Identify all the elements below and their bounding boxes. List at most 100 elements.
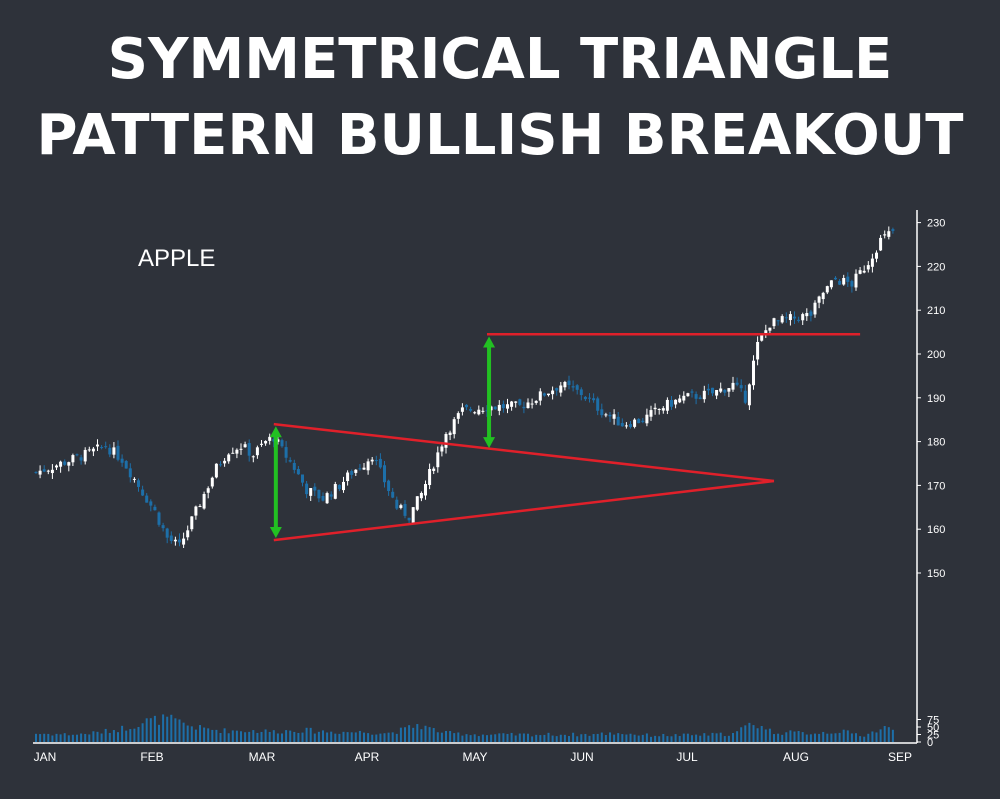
candle-body: [460, 407, 464, 412]
volume-bar: [285, 730, 288, 742]
candle: [825, 285, 829, 295]
candle: [354, 469, 358, 476]
volume-tick-label: 50: [927, 722, 939, 734]
volume-bar: [744, 725, 747, 742]
candle-body: [378, 458, 382, 468]
candle-body: [756, 341, 760, 360]
candle-body: [518, 399, 522, 405]
candle-body: [596, 398, 600, 411]
candle-body: [178, 539, 181, 543]
volume-bar: [227, 733, 230, 742]
volume-bar: [76, 734, 78, 742]
candle: [518, 398, 522, 407]
candle: [596, 396, 600, 416]
volume-bar: [658, 736, 661, 742]
candle: [682, 391, 686, 404]
volume-bar: [678, 736, 681, 742]
candle: [132, 477, 136, 483]
candle: [173, 536, 177, 546]
volume-tick-label: 0: [927, 737, 933, 749]
candle-body: [374, 460, 378, 462]
volume-bar: [514, 735, 517, 742]
volume-bar: [563, 734, 566, 742]
volume-bar: [473, 734, 476, 742]
lower-trendline: [273, 479, 775, 542]
candle: [506, 398, 509, 414]
candle-body: [448, 432, 452, 435]
candle: [38, 465, 42, 479]
volume-bar: [555, 736, 558, 742]
candle: [784, 312, 788, 323]
candle: [128, 463, 132, 483]
volume-tick-label: 25: [927, 730, 939, 742]
volume-bar: [71, 734, 74, 742]
candle: [391, 487, 395, 499]
candle: [649, 405, 653, 421]
volume-bar: [826, 733, 829, 742]
candle-body: [186, 530, 190, 538]
volume-bar: [436, 732, 439, 742]
volume-bar: [584, 733, 587, 742]
month-label: JUL: [676, 750, 698, 764]
candle: [206, 486, 210, 499]
volume-bar: [322, 730, 324, 742]
candle-body: [235, 449, 239, 454]
candle: [817, 295, 821, 309]
candle: [63, 459, 67, 466]
candle-body: [411, 507, 415, 523]
candle: [79, 454, 83, 465]
candle: [637, 418, 641, 424]
candle: [604, 412, 608, 418]
volume-bar: [543, 734, 546, 742]
candle: [399, 503, 403, 510]
volume-bar: [346, 732, 349, 742]
volume-bar: [842, 729, 845, 742]
candle-body: [866, 265, 870, 270]
candle: [715, 389, 719, 400]
volume-bar: [182, 722, 185, 742]
candle: [448, 430, 452, 441]
candle: [108, 444, 112, 458]
candle-body: [842, 277, 846, 285]
candle-body: [337, 484, 341, 490]
candle: [678, 394, 682, 404]
volume-bar: [773, 734, 775, 742]
candle: [231, 447, 235, 454]
candle-body: [690, 391, 694, 393]
volume-bar: [334, 733, 337, 742]
candle: [530, 398, 534, 409]
candle-body: [292, 462, 296, 470]
price-tick-label: 190: [927, 393, 945, 405]
height-arrow-1: [269, 426, 282, 538]
candle: [268, 433, 272, 445]
volume-bar: [112, 730, 115, 742]
candle: [731, 376, 735, 392]
candle-body: [469, 409, 473, 411]
candle-body: [542, 393, 546, 396]
volume-bar: [199, 725, 201, 742]
volume-bar: [141, 723, 144, 742]
volume-bar: [785, 732, 788, 742]
candle: [329, 491, 333, 500]
candle: [592, 393, 596, 403]
candle-body: [760, 335, 764, 341]
volume-bar: [576, 736, 579, 742]
volume-bar: [838, 732, 841, 742]
candle: [612, 409, 616, 425]
candle-body: [346, 472, 350, 482]
volume-bar: [121, 725, 124, 742]
candle-body: [313, 486, 317, 491]
volume-bar: [498, 733, 501, 742]
volume-bar: [170, 714, 173, 742]
volume-bar: [420, 729, 423, 742]
candle: [665, 397, 669, 415]
candle-body: [190, 516, 194, 530]
candle: [485, 405, 489, 417]
candle-body: [38, 470, 42, 475]
candle: [411, 507, 415, 525]
candle: [850, 279, 854, 293]
candle: [870, 253, 874, 273]
candle-body: [247, 443, 251, 456]
month-label: AUG: [783, 750, 809, 764]
candle: [317, 489, 321, 503]
